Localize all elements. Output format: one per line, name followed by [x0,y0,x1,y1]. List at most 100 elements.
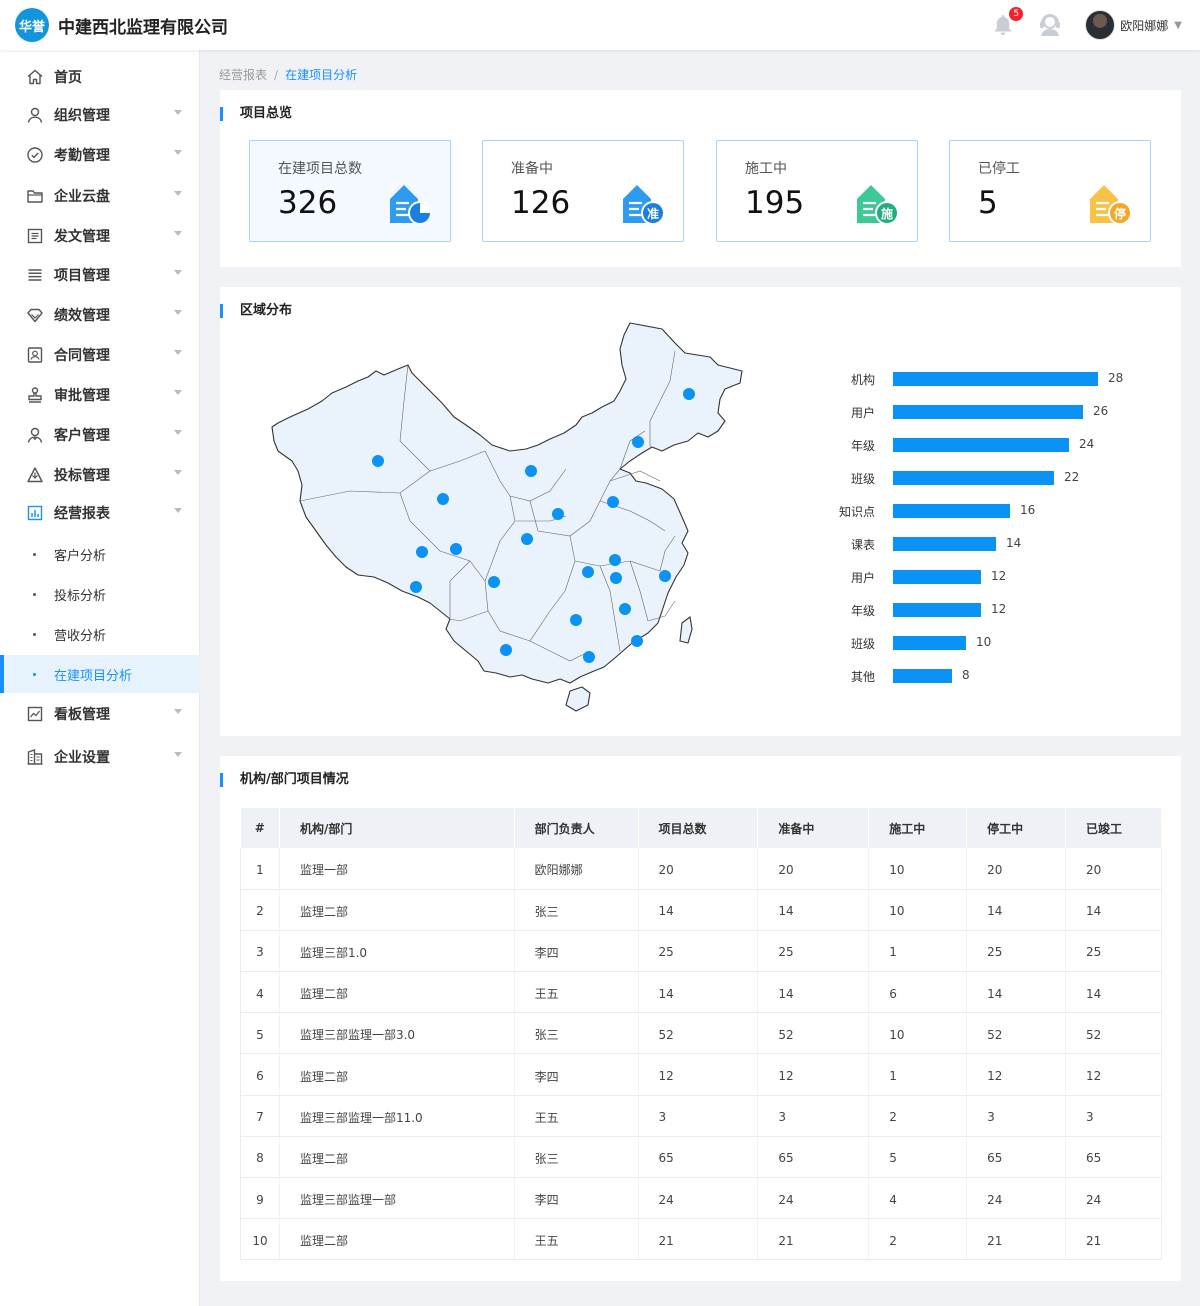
bullet-icon [33,632,36,636]
chevron-down-icon [174,191,182,196]
building-icon [26,748,44,766]
table-cell: 监理一部 [279,848,515,890]
sidebar-item-approval[interactable]: 审批管理 [0,376,200,414]
sidebar-subitem-project-analysis[interactable]: 在建项目分析 [0,655,200,693]
sidebar-subitem-label: 营收分析 [54,628,107,644]
bar-row[interactable]: 年级 24 [820,435,1160,455]
stat-card-stopped[interactable]: 已停工 5 停 [949,140,1151,242]
stat-card-total[interactable]: 在建项目总数 326 [249,140,451,242]
table-cell: 4 [240,971,280,1014]
sidebar-item-dashboard[interactable]: 看板管理 [0,695,200,733]
table-row[interactable]: 7 监理三部监理一部11.0 王五 3 3 2 3 3 [240,1095,1162,1137]
bar-row[interactable]: 班级 22 [820,468,1160,488]
table-cell: 6 [868,971,968,1014]
bar[interactable] [893,438,1069,452]
sidebar-item-contracts[interactable]: 合同管理 [0,336,200,374]
bar-row[interactable]: 课表 14 [820,534,1160,554]
stat-card-constructing[interactable]: 施工中 195 施 [716,140,918,242]
sidebar-item-organization[interactable]: 组织管理 [0,96,200,134]
sidebar-subitem-customer-analysis[interactable]: 客户分析 [0,535,200,573]
map-marker [583,651,595,663]
bar[interactable] [893,570,981,584]
bar[interactable] [893,504,1010,518]
customer-service-icon[interactable] [1037,12,1063,38]
table-cell: 监理三部监理一部3.0 [279,1012,515,1055]
table-row[interactable]: 6 监理二部 李四 12 12 1 12 12 [240,1053,1162,1096]
bar[interactable] [893,669,952,683]
sidebar-item-reports[interactable]: 经营报表 [0,494,200,532]
table-cell: 10 [868,1012,968,1055]
bar[interactable] [893,537,996,551]
contract-icon [26,346,44,364]
table-row[interactable]: 3 监理三部1.0 李四 25 25 1 25 25 [240,930,1162,973]
bar-row[interactable]: 知识点 16 [820,501,1160,521]
sidebar-item-home[interactable]: 首页 [0,58,200,96]
table-row[interactable]: 1 监理一部 欧阳娜娜 20 20 10 20 20 [240,848,1162,890]
stamp-icon [26,386,44,404]
table-cell: 24 [757,1177,870,1220]
sidebar-subitem-bid-analysis[interactable]: 投标分析 [0,575,200,613]
notification-bell-icon[interactable]: 5 [991,7,1024,37]
stat-card-preparing[interactable]: 准备中 126 准 [482,140,684,242]
sidebar-item-documents[interactable]: 发文管理 [0,217,200,255]
sidebar-item-enterprise-settings[interactable]: 企业设置 [0,738,200,776]
table-cell: 监理二部 [279,889,515,931]
table-cell: 3 [240,930,280,973]
sidebar-item-projects[interactable]: 项目管理 [0,256,200,294]
table-cell: 20 [1065,848,1162,890]
breadcrumb-parent[interactable]: 经营报表 [219,68,268,82]
map-marker [582,566,594,578]
folder-icon [26,187,44,205]
project-pie-icon [388,181,436,227]
table-row[interactable]: 10 监理二部 王五 21 21 2 21 21 [240,1218,1162,1261]
bar-row[interactable]: 其他 8 [820,666,1160,686]
sidebar-item-performance[interactable]: 绩效管理 [0,296,200,334]
breadcrumb-separator: / [274,68,279,82]
bar[interactable] [893,471,1054,485]
dashboard-icon [26,705,44,723]
table-row[interactable]: 2 监理二部 张三 14 14 10 14 14 [240,889,1162,931]
sidebar-subitem-label: 在建项目分析 [54,668,133,684]
bar[interactable] [893,603,981,617]
table-cell: 监理三部1.0 [279,930,515,973]
chevron-down-icon [174,270,182,275]
table-cell: 21 [757,1218,870,1261]
table-cell: 李四 [514,930,639,973]
bar-category-label: 用户 [850,571,875,585]
bar[interactable] [893,405,1083,419]
sidebar-item-attendance[interactable]: 考勤管理 [0,136,200,174]
map-marker [609,554,621,566]
table-row[interactable]: 9 监理三部监理一部 李四 24 24 4 24 24 [240,1177,1162,1220]
bar-row[interactable]: 年级 12 [820,600,1160,620]
avatar[interactable] [1085,10,1116,40]
username[interactable]: 欧阳娜娜 [1120,18,1169,33]
china-map[interactable] [270,321,750,716]
bar[interactable] [893,372,1098,386]
table-cell: 3 [966,1095,1067,1137]
bar-row[interactable]: 机构 28 [820,369,1160,389]
bar-row[interactable]: 用户 26 [820,402,1160,422]
sidebar-item-bidding[interactable]: 投标管理 [0,456,200,494]
chevron-down-icon [174,350,182,355]
sidebar-subitem-revenue-analysis[interactable]: 营收分析 [0,615,200,653]
table-cell: 5 [868,1136,968,1179]
stat-badge: 施 [881,206,893,221]
stat-badge: 停 [1114,206,1126,221]
table-cell: 14 [966,889,1067,931]
sidebar-item-cloud-disk[interactable]: 企业云盘 [0,177,200,215]
bar-row[interactable]: 班级 10 [820,633,1160,653]
bar-row[interactable]: 用户 12 [820,567,1160,587]
bar[interactable] [893,636,966,650]
chevron-down-icon [174,752,182,757]
table-row[interactable]: 5 监理三部监理一部3.0 张三 52 52 10 52 52 [240,1012,1162,1055]
sidebar-item-label: 客户管理 [54,428,110,444]
sidebar-item-customers[interactable]: 客户管理 [0,416,200,454]
table-row[interactable]: 4 监理二部 王五 14 14 6 14 14 [240,971,1162,1014]
table-row[interactable]: 8 监理二部 张三 65 65 5 65 65 [240,1136,1162,1179]
table-cell: 14 [757,971,870,1014]
bar-category-label: 班级 [850,472,875,486]
chevron-down-icon[interactable]: ▼ [1174,19,1182,31]
bar-value-label: 24 [1079,437,1095,451]
table-cell: 王五 [514,1218,639,1261]
bar-category-label: 年级 [850,439,875,453]
